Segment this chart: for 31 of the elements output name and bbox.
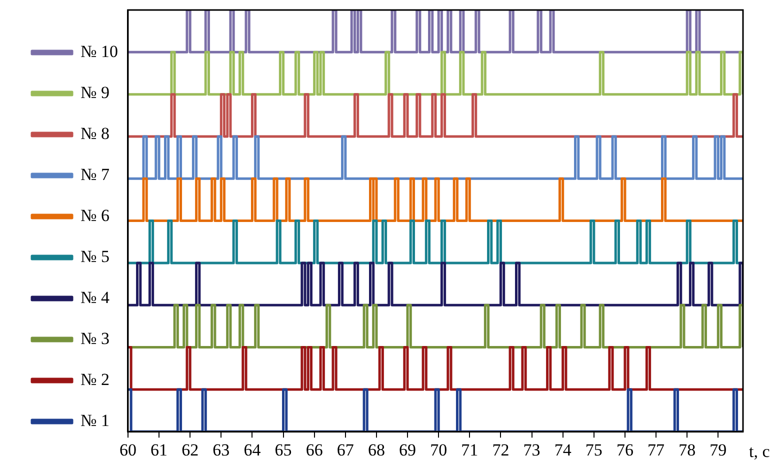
legend-label: № 6 xyxy=(80,206,110,225)
legend-label: № 10 xyxy=(80,42,118,61)
legend-label: № 7 xyxy=(80,164,110,184)
x-tick-label: 67 xyxy=(336,440,354,460)
x-tick-label: 61 xyxy=(150,440,168,460)
legend-label: № 4 xyxy=(80,288,110,307)
x-tick-label: 65 xyxy=(274,440,292,460)
x-tick-label: 74 xyxy=(554,440,572,460)
legend-label: № 9 xyxy=(80,82,110,102)
x-tick-label: 71 xyxy=(461,440,478,460)
x-tick-label: 63 xyxy=(212,440,230,460)
legend-label: № 1 xyxy=(80,410,110,430)
x-tick-label: 73 xyxy=(523,440,540,460)
x-axis-title: t, c xyxy=(749,442,770,462)
x-tick-label: 77 xyxy=(648,440,666,460)
legend-label: № 8 xyxy=(80,124,110,143)
x-tick-label: 66 xyxy=(306,440,323,460)
x-tick-label: 68 xyxy=(368,440,385,460)
x-tick-label: 76 xyxy=(616,440,634,460)
x-tick-label: 72 xyxy=(492,440,510,460)
x-tick-label: 62 xyxy=(182,440,199,460)
legend-label: № 2 xyxy=(80,370,110,389)
legend-label: № 5 xyxy=(80,246,110,266)
x-tick-label: 70 xyxy=(430,440,448,460)
x-tick-label: 60 xyxy=(119,440,136,460)
x-tick-label: 79 xyxy=(710,440,727,460)
legend-label: № 3 xyxy=(80,328,110,348)
x-tick-label: 64 xyxy=(244,440,262,460)
x-tick-label: 69 xyxy=(399,440,416,460)
x-tick-label: 75 xyxy=(585,440,602,460)
x-tick-label: 78 xyxy=(678,440,696,460)
